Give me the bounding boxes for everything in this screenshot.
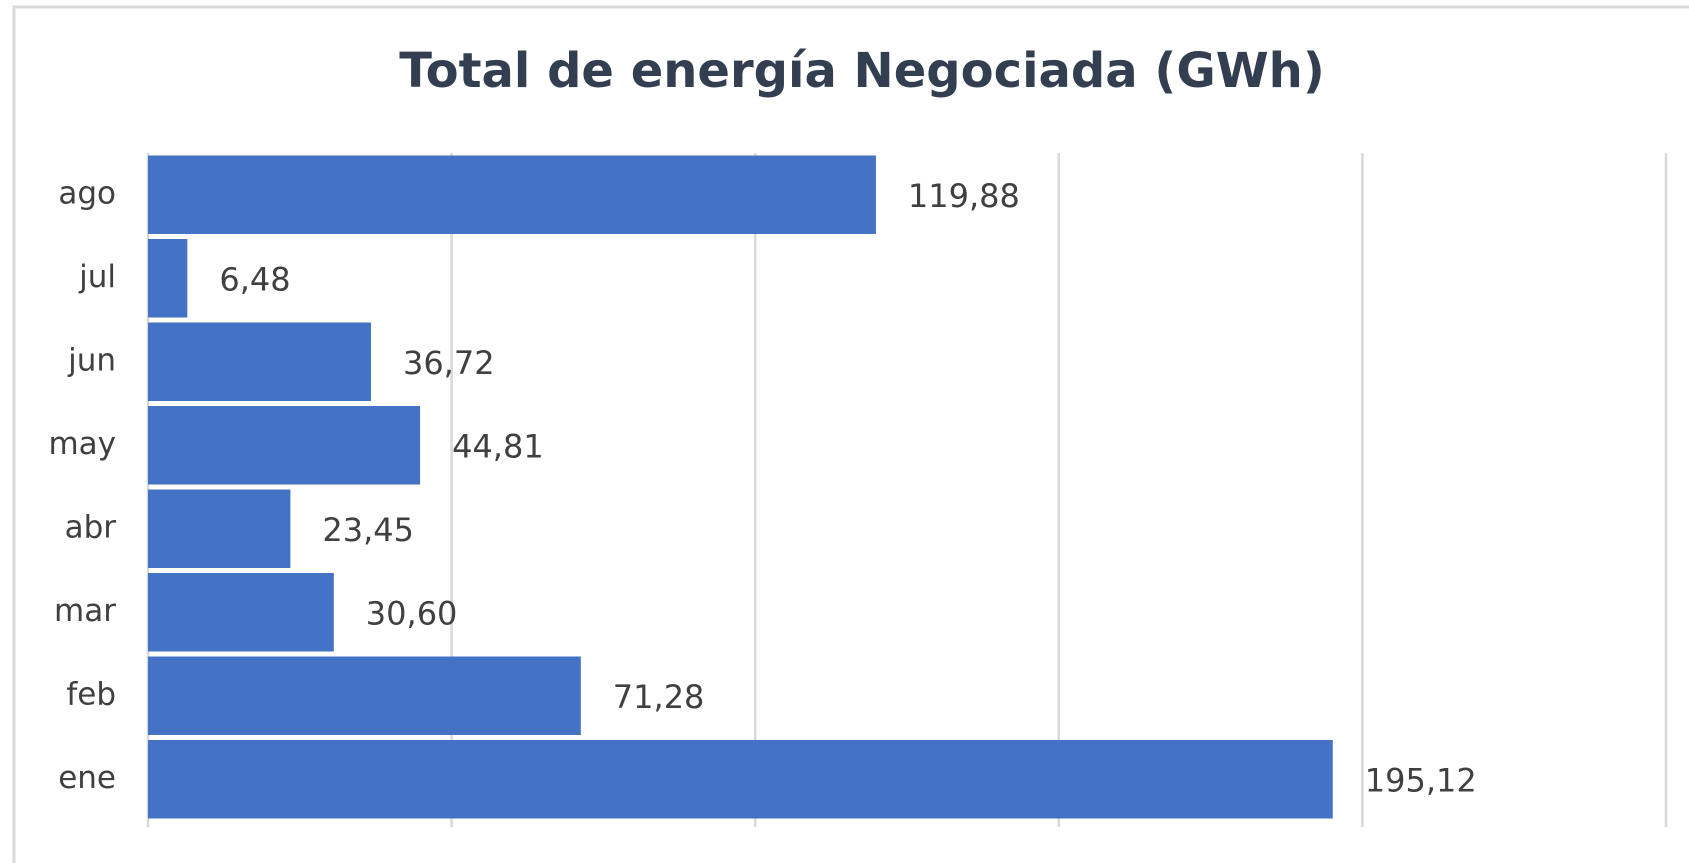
y-tick-label: abr bbox=[65, 509, 117, 545]
y-tick-label: jun bbox=[67, 342, 116, 378]
data-label: 6,48 bbox=[219, 260, 290, 298]
bar bbox=[148, 489, 291, 568]
data-label: 119,88 bbox=[908, 177, 1020, 215]
y-tick-label: jul bbox=[78, 259, 116, 295]
bar bbox=[148, 322, 371, 401]
data-label: 36,72 bbox=[403, 344, 495, 382]
chart-frame bbox=[12, 5, 1689, 863]
chart-title: Total de energía Negociada (GWh) bbox=[399, 43, 1325, 99]
y-tick-label: mar bbox=[54, 593, 116, 629]
data-label: 23,45 bbox=[322, 511, 414, 549]
data-label: 44,81 bbox=[452, 427, 544, 465]
y-tick-label: ene bbox=[58, 760, 116, 796]
bar bbox=[148, 239, 188, 318]
bar bbox=[148, 573, 334, 652]
data-label: 30,60 bbox=[366, 594, 458, 632]
y-tick-label: feb bbox=[66, 676, 116, 712]
bar bbox=[148, 155, 876, 234]
data-label: 71,28 bbox=[613, 678, 705, 716]
y-tick-label: may bbox=[48, 426, 116, 462]
data-label: 195,12 bbox=[1365, 761, 1477, 799]
bar bbox=[148, 740, 1333, 819]
y-tick-label: ago bbox=[58, 175, 116, 211]
bar bbox=[148, 406, 421, 485]
bar bbox=[148, 656, 581, 735]
